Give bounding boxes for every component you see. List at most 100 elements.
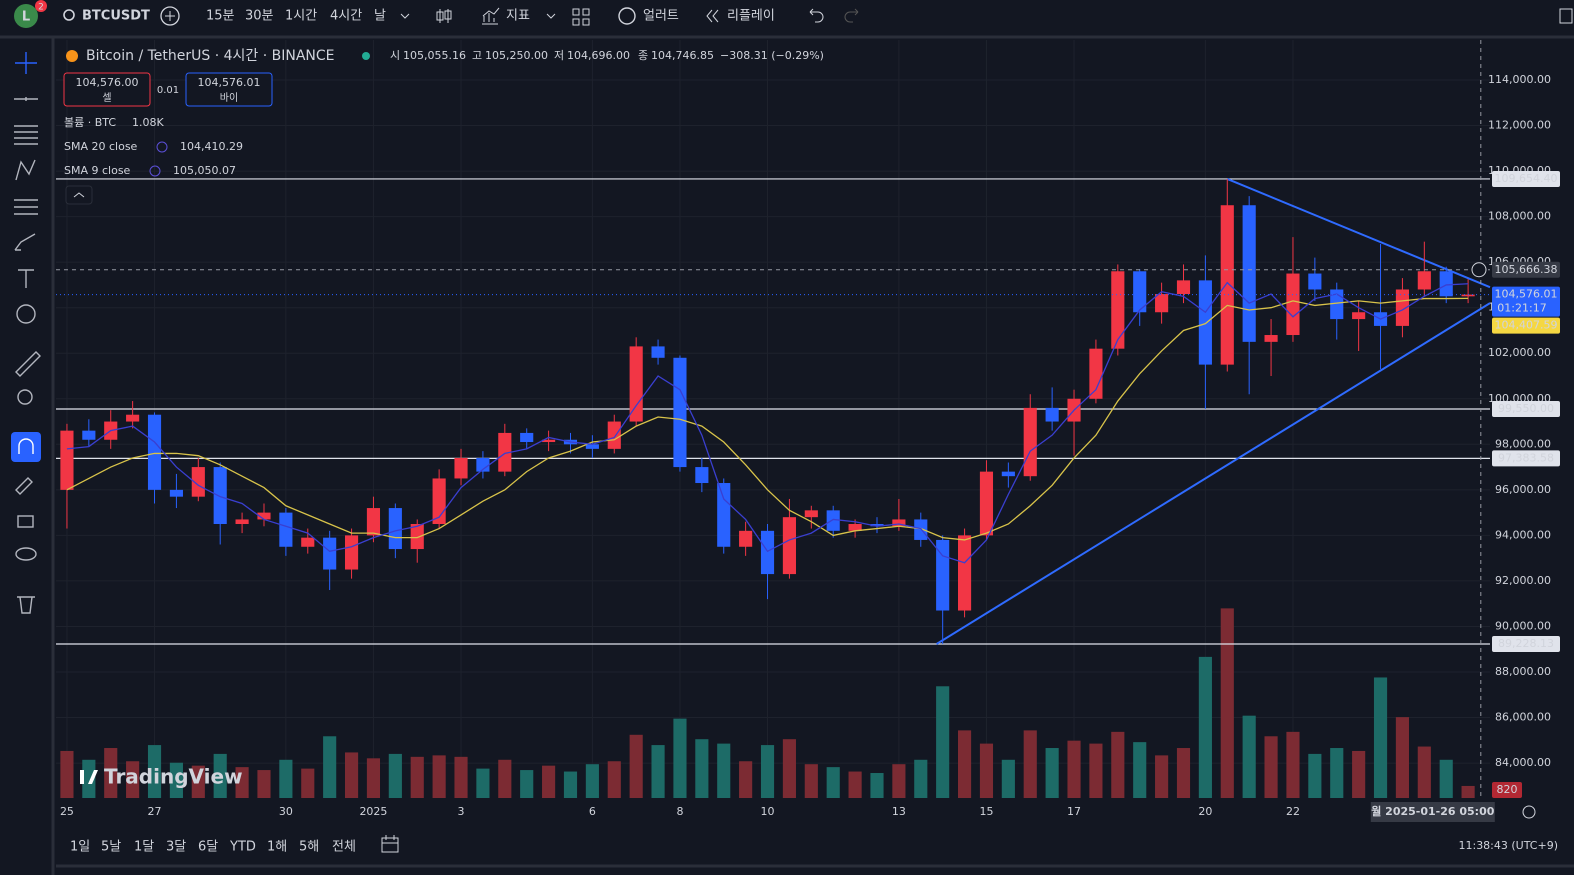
bottom-bar: 11:38:43 (UTC+9) 1일 5날 1달 3달 6달 YTD 1해 5해 전체 [70, 805, 1558, 855]
add-symbol[interactable] [160, 6, 180, 26]
chart: 84,000.00 86,000.00 88,000.00 90,000.00 92,0… [56, 40, 1560, 822]
candle-body [782, 517, 796, 575]
magnet-active[interactable] [11, 432, 41, 462]
hline-tag: 109,654.40 [1495, 172, 1558, 185]
volume-bar [147, 745, 162, 798]
ruler-tool[interactable] [15, 351, 41, 377]
volume-bar [1395, 717, 1409, 798]
volume-bar [804, 764, 818, 798]
range-button[interactable]: 전체 [332, 840, 356, 855]
brush-tool[interactable] [14, 233, 36, 251]
settings[interactable] [1522, 805, 1536, 819]
interval[interactable]: 1시간 [285, 9, 317, 24]
trend-tool[interactable] [14, 97, 38, 101]
range-button[interactable]: 5날 [101, 840, 121, 855]
volume-bar [1417, 746, 1431, 798]
volume-bar [476, 768, 490, 798]
range-button[interactable]: 5해 [299, 840, 319, 855]
sma-tag-bg [1492, 317, 1560, 334]
delete-tool[interactable] [17, 596, 35, 614]
buy-button[interactable] [185, 72, 273, 107]
emoji-tool[interactable] [16, 304, 36, 324]
avatar[interactable] [14, 4, 38, 28]
text-tool[interactable] [18, 269, 34, 288]
undo[interactable] [809, 8, 824, 23]
replay-icon[interactable] [706, 9, 719, 23]
range-button[interactable]: 1달 [134, 840, 154, 855]
spread: 0.01 [157, 85, 179, 96]
crosshair-price-tag: 105,666.38 [1495, 263, 1558, 276]
volume-bar [323, 736, 337, 798]
interval[interactable]: 30분 [245, 9, 274, 24]
range-button[interactable]: 6달 [198, 840, 218, 855]
volume-bar [1330, 748, 1344, 798]
time-tag-bg [1370, 802, 1495, 822]
candle-body [1308, 273, 1322, 290]
range-button[interactable]: 1일 [70, 840, 90, 855]
forecast-tool[interactable] [14, 199, 38, 215]
interval[interactable]: 날 [374, 9, 386, 24]
sell-label: 셀 [102, 92, 111, 104]
trend-line [936, 302, 1491, 645]
volume-bar [936, 686, 950, 798]
interval-menu[interactable] [400, 13, 410, 19]
candle-body [1352, 312, 1366, 320]
interval[interactable]: 15분 [206, 9, 235, 24]
visibility-tool[interactable] [15, 547, 37, 561]
indicators-button[interactable]: 지표 [506, 9, 530, 24]
pattern-tool[interactable] [15, 159, 36, 181]
candle-body [498, 432, 512, 472]
sell-button[interactable] [63, 72, 151, 107]
top-bar [0, 0, 1574, 36]
symbol[interactable]: BTCUSDT [82, 9, 150, 24]
hline-tag-bg [1492, 170, 1560, 187]
candle-body [760, 530, 775, 575]
candle-body [1242, 205, 1256, 342]
watermark-logo [68, 770, 98, 784]
chart-type[interactable] [436, 9, 452, 23]
alert-button[interactable]: 얼러트 [643, 9, 679, 24]
crosshair-tool[interactable] [15, 52, 37, 74]
range-button[interactable]: 1해 [267, 840, 287, 855]
range-button[interactable]: 3달 [166, 840, 186, 855]
panel-toggle[interactable] [1559, 8, 1573, 24]
crosshair-add[interactable] [1471, 262, 1487, 278]
redo[interactable] [844, 8, 859, 23]
x-tick-label: 6 [589, 805, 596, 818]
candle-body [1045, 407, 1059, 422]
search-icon[interactable] [63, 9, 75, 21]
legend: Bitcoin / TetherUS · 4시간 · BINANCE 시 105… [63, 48, 824, 789]
indicator-menu[interactable] [546, 13, 556, 19]
volume-bar [366, 758, 381, 798]
volume-bar [1133, 742, 1147, 798]
candle-body [1330, 289, 1344, 320]
candle-body [695, 467, 709, 484]
alert-icon[interactable] [618, 7, 636, 25]
x-tick-label: 27 [148, 805, 162, 818]
goto-date[interactable] [381, 835, 399, 853]
lock-tool[interactable] [17, 515, 34, 528]
candle-body [848, 523, 862, 531]
candle-body [301, 537, 315, 547]
replay-button[interactable]: 리플레이 [727, 9, 775, 24]
indicator-icon[interactable] [482, 7, 500, 25]
layouts[interactable] [572, 8, 590, 26]
y-tick-label: 96,000.00 [1495, 483, 1551, 496]
range-button[interactable]: YTD [229, 840, 256, 855]
candle-body [1417, 271, 1431, 290]
lock-draw[interactable] [15, 477, 33, 495]
indicator-settings[interactable] [149, 165, 161, 177]
candle-body [1001, 471, 1015, 477]
indicator-name: SMA 20 close [64, 140, 138, 153]
fib-tool[interactable] [14, 125, 38, 145]
interval[interactable]: 4시간 [330, 9, 362, 24]
x-tick-label: 30 [279, 805, 293, 818]
buy-price: 104,576.01 [198, 76, 261, 89]
collapse-button[interactable] [65, 185, 93, 205]
zoom-tool[interactable] [17, 389, 33, 405]
volume-bar [760, 745, 775, 798]
volume-tag-bg [1492, 782, 1522, 798]
volume-bar [235, 767, 249, 798]
indicator-settings[interactable] [156, 141, 168, 153]
volume-bar [1439, 759, 1453, 798]
